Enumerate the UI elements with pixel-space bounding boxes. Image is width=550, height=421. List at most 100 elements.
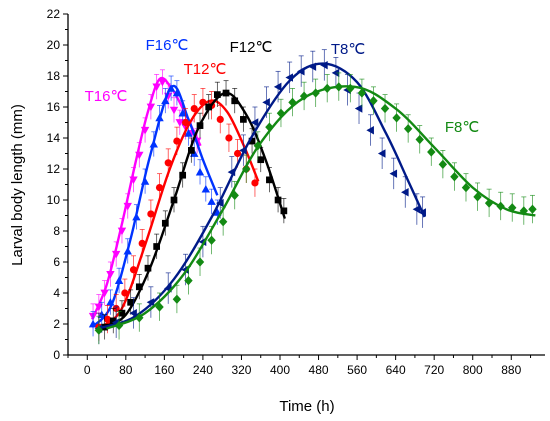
data-point bbox=[528, 204, 537, 214]
data-point bbox=[117, 227, 127, 236]
data-point bbox=[118, 309, 126, 317]
fit-curve bbox=[90, 76, 202, 320]
data-point bbox=[140, 177, 150, 185]
x-axis-title: Time (h) bbox=[279, 398, 334, 415]
data-point bbox=[132, 212, 141, 221]
data-point bbox=[297, 67, 305, 76]
data-point bbox=[155, 113, 164, 122]
data-point bbox=[103, 315, 112, 323]
data-point bbox=[354, 104, 363, 113]
data-point bbox=[152, 83, 161, 92]
data-point bbox=[242, 164, 251, 174]
data-point bbox=[251, 179, 259, 187]
y-tick-label: 20 bbox=[47, 38, 61, 52]
data-point bbox=[288, 97, 297, 107]
x-tick-label: 400 bbox=[270, 363, 290, 377]
data-point bbox=[234, 149, 242, 158]
data-point bbox=[280, 207, 288, 215]
data-point bbox=[129, 176, 138, 185]
data-point bbox=[239, 146, 247, 155]
data-point bbox=[190, 104, 198, 113]
data-point bbox=[155, 302, 164, 312]
data-point bbox=[135, 283, 143, 291]
data-point bbox=[418, 208, 426, 217]
data-point bbox=[166, 84, 176, 92]
data-point bbox=[273, 82, 282, 92]
data-point bbox=[461, 182, 471, 193]
series-label: F8℃ bbox=[445, 119, 479, 136]
data-point bbox=[231, 97, 239, 105]
fit-curve bbox=[91, 84, 219, 328]
data-point bbox=[427, 147, 436, 157]
y-tick-label: 6 bbox=[53, 255, 60, 269]
data-point bbox=[218, 217, 228, 227]
data-point bbox=[146, 298, 155, 307]
data-point bbox=[323, 83, 332, 94]
data-point bbox=[158, 78, 167, 87]
fit-curve bbox=[96, 99, 260, 330]
data-point bbox=[222, 89, 230, 97]
data-point bbox=[265, 122, 274, 132]
x-tick-label: 560 bbox=[347, 363, 367, 377]
y-tick-label: 8 bbox=[53, 224, 60, 238]
fit-curve bbox=[106, 85, 536, 330]
data-point bbox=[88, 319, 98, 328]
data-point bbox=[230, 190, 239, 200]
data-point bbox=[94, 325, 104, 335]
x-tick-label: 0 bbox=[84, 363, 91, 377]
y-tick-label: 22 bbox=[47, 7, 61, 21]
data-point bbox=[114, 276, 124, 284]
data-point bbox=[196, 122, 204, 129]
series-2 bbox=[88, 75, 222, 337]
x-tick-label: 880 bbox=[501, 363, 521, 377]
series-label: F16℃ bbox=[146, 37, 189, 54]
data-point bbox=[149, 140, 158, 148]
x-tick-label: 480 bbox=[309, 363, 329, 377]
data-point bbox=[146, 103, 156, 112]
y-tick-label: 0 bbox=[53, 348, 60, 362]
data-point bbox=[389, 169, 398, 178]
y-tick-label: 16 bbox=[47, 100, 61, 114]
y-tick-label: 12 bbox=[47, 162, 61, 176]
data-point bbox=[140, 126, 150, 135]
data-point bbox=[311, 88, 320, 98]
data-point bbox=[369, 96, 378, 106]
data-point bbox=[201, 184, 210, 193]
data-point bbox=[205, 103, 213, 111]
data-point bbox=[403, 124, 413, 134]
data-point bbox=[519, 206, 528, 216]
data-point bbox=[175, 119, 184, 127]
data-point bbox=[195, 167, 205, 176]
data-point bbox=[274, 196, 282, 204]
data-point bbox=[173, 137, 181, 145]
data-point bbox=[438, 159, 448, 169]
x-tick-label: 720 bbox=[424, 363, 444, 377]
data-point bbox=[178, 109, 187, 117]
data-point bbox=[216, 198, 224, 208]
data-point bbox=[123, 202, 132, 211]
series-1 bbox=[88, 69, 202, 329]
data-point bbox=[129, 266, 138, 274]
x-tick-label: 160 bbox=[154, 363, 174, 377]
data-point bbox=[334, 82, 343, 92]
data-point bbox=[138, 239, 146, 247]
series-6 bbox=[94, 72, 537, 345]
data-point bbox=[484, 198, 494, 208]
data-point bbox=[161, 96, 170, 105]
data-point bbox=[169, 106, 179, 115]
data-point bbox=[392, 113, 401, 123]
data-point bbox=[207, 197, 216, 205]
data-point bbox=[121, 289, 129, 297]
data-point bbox=[225, 134, 233, 142]
data-point bbox=[473, 192, 482, 202]
y-tick-label: 10 bbox=[47, 193, 61, 207]
data-point bbox=[106, 271, 115, 279]
x-tick-label: 240 bbox=[193, 363, 213, 377]
y-tick-label: 18 bbox=[47, 69, 61, 83]
data-point bbox=[172, 88, 182, 97]
data-point bbox=[401, 188, 409, 197]
data-point bbox=[161, 219, 169, 227]
data-point bbox=[164, 159, 172, 167]
data-point bbox=[250, 118, 259, 127]
